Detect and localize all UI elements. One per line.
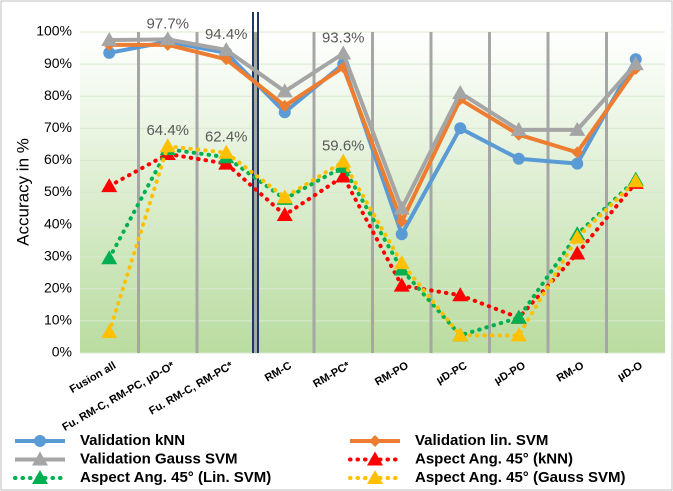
y-tick-label: 50% bbox=[44, 183, 72, 199]
legend-label: Aspect Ang. 45° (Lin. SVM) bbox=[80, 469, 271, 486]
data-point bbox=[571, 157, 584, 170]
data-point bbox=[101, 32, 118, 47]
y-tick-label: 20% bbox=[44, 280, 72, 296]
data-point bbox=[627, 173, 644, 188]
data-point bbox=[101, 324, 118, 339]
data-point bbox=[569, 121, 586, 136]
data-point bbox=[452, 84, 469, 99]
data-point bbox=[101, 250, 118, 265]
data-point bbox=[218, 144, 235, 159]
data-point bbox=[395, 215, 408, 228]
y-tick-label: 40% bbox=[44, 215, 72, 231]
legend-marker bbox=[367, 451, 383, 466]
series-line bbox=[107, 146, 638, 338]
data-point bbox=[510, 327, 527, 342]
legend-marker bbox=[369, 435, 381, 447]
legend-label: Aspect Ang. 45° (kNN) bbox=[415, 450, 573, 467]
legend-label: Validation Gauss SVM bbox=[80, 450, 238, 467]
data-point bbox=[393, 200, 410, 215]
y-tick-label: 100% bbox=[36, 23, 72, 39]
data-point bbox=[393, 255, 410, 270]
data-point bbox=[454, 122, 467, 135]
data-label: 62.4% bbox=[205, 129, 248, 146]
legend-marker bbox=[34, 435, 46, 447]
legend-label: Validation kNN bbox=[80, 432, 185, 449]
y-tick-label: 10% bbox=[44, 312, 72, 328]
data-point bbox=[278, 106, 291, 119]
y-tick-label: 80% bbox=[44, 87, 72, 103]
data-point bbox=[335, 153, 352, 168]
data-point bbox=[569, 245, 586, 260]
legend-label: Aspect Ang. 45° (Gauss SVM) bbox=[415, 469, 626, 486]
data-point bbox=[159, 138, 176, 153]
data-point bbox=[335, 45, 352, 60]
data-point bbox=[510, 121, 527, 136]
legend-label: Validation lin. SVM bbox=[415, 432, 548, 449]
series-line bbox=[109, 42, 638, 224]
data-point bbox=[510, 309, 527, 324]
data-point bbox=[218, 41, 235, 56]
data-label: 59.6% bbox=[322, 138, 365, 155]
y-tick-label: 0% bbox=[52, 344, 72, 360]
data-point bbox=[337, 61, 350, 74]
data-label: 64.4% bbox=[146, 122, 189, 139]
data-point bbox=[278, 99, 291, 112]
y-tick-label: 70% bbox=[44, 119, 72, 135]
data-label: 93.3% bbox=[322, 29, 365, 46]
data-point bbox=[101, 178, 118, 193]
data-label: 97.7% bbox=[146, 15, 189, 32]
data-label: 94.4% bbox=[205, 26, 248, 43]
legend-marker bbox=[32, 470, 48, 484]
data-point bbox=[393, 277, 410, 292]
legend-marker bbox=[367, 470, 383, 484]
series-line bbox=[109, 37, 638, 211]
y-tick-label: 90% bbox=[44, 55, 72, 71]
data-point bbox=[452, 327, 469, 342]
y-tick-label: 60% bbox=[44, 151, 72, 167]
data-point bbox=[103, 46, 116, 59]
data-point bbox=[220, 53, 233, 66]
data-point bbox=[335, 168, 352, 183]
data-point bbox=[276, 206, 293, 221]
series-line bbox=[107, 144, 638, 338]
data-point bbox=[571, 146, 584, 159]
data-point bbox=[627, 56, 644, 71]
y-axis-label: Accuracy in % bbox=[13, 138, 32, 246]
data-point bbox=[512, 152, 525, 165]
data-point bbox=[276, 189, 293, 204]
data-point bbox=[452, 287, 469, 302]
data-point bbox=[276, 83, 293, 98]
data-point bbox=[569, 229, 586, 244]
data-point bbox=[395, 228, 408, 241]
legend-marker bbox=[32, 451, 48, 466]
y-tick-label: 30% bbox=[44, 247, 72, 263]
data-point bbox=[159, 31, 176, 46]
